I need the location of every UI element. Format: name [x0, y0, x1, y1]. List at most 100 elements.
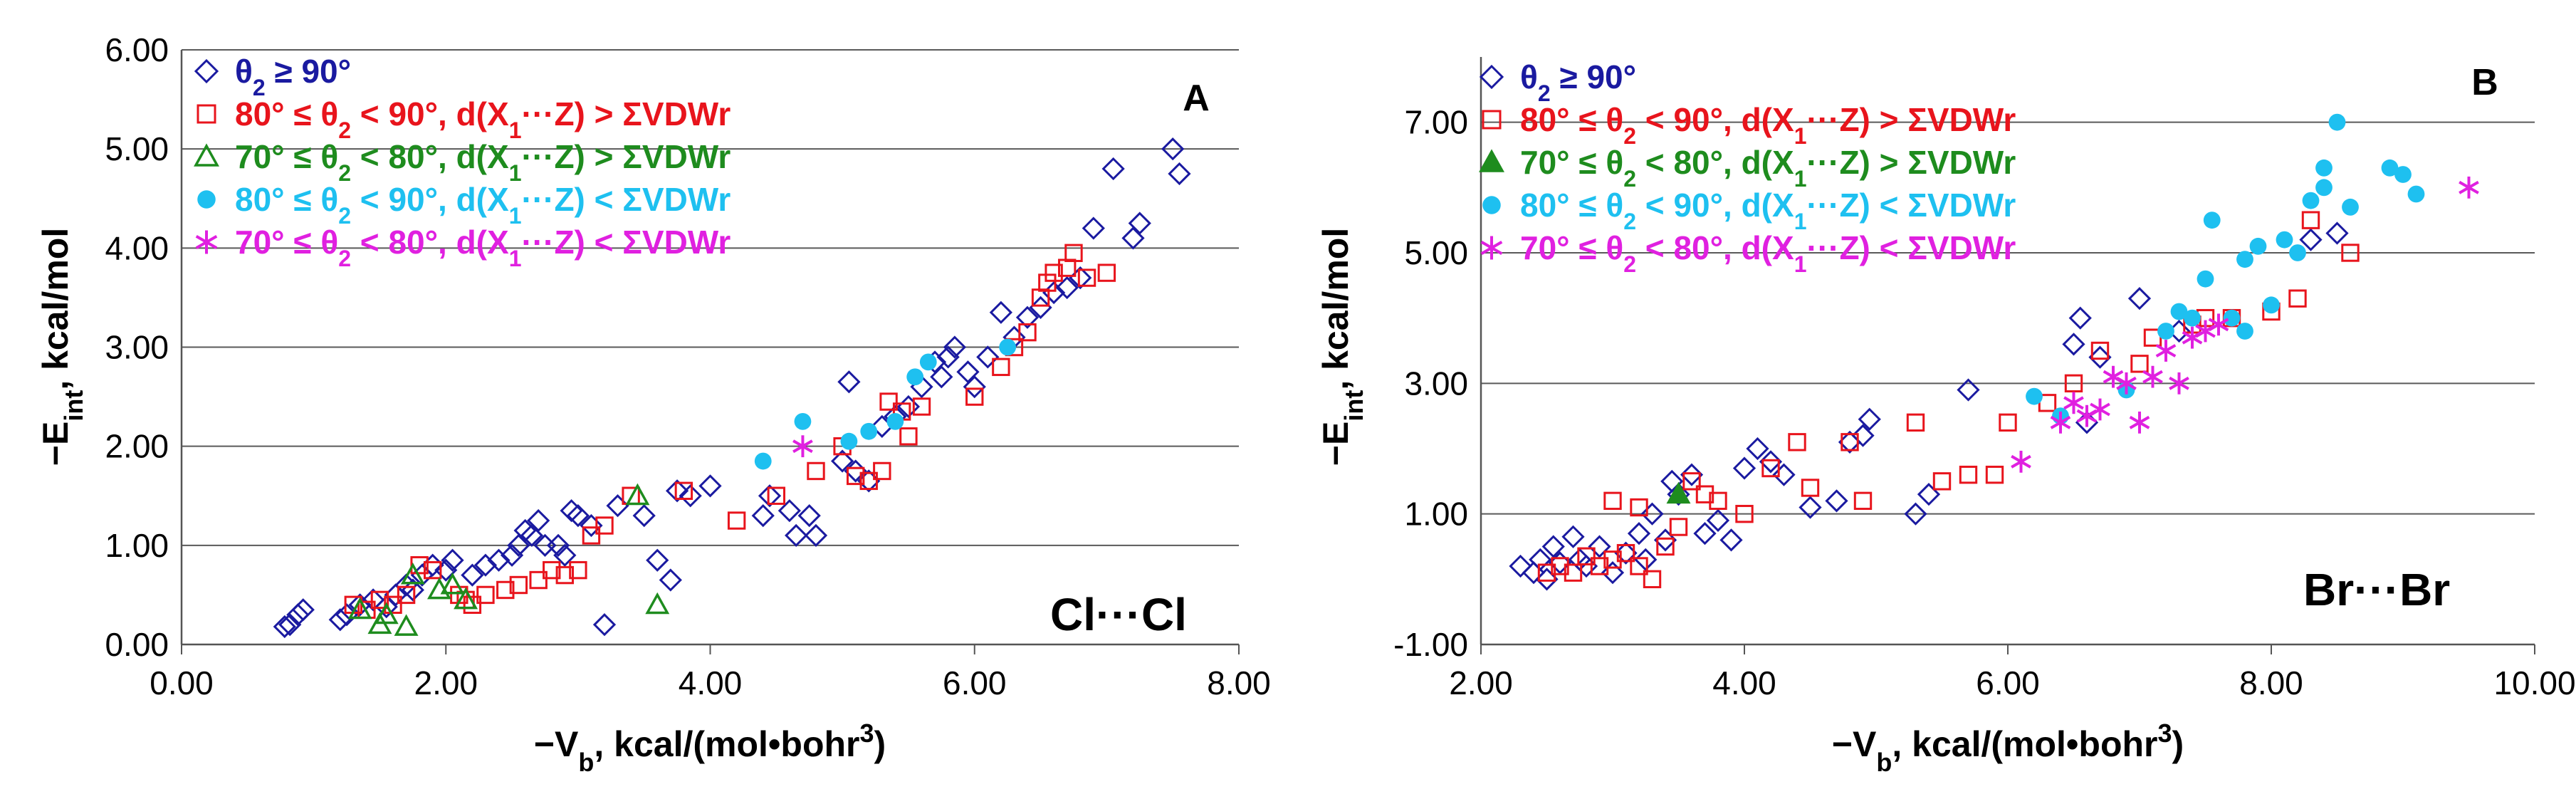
data-point	[698, 474, 722, 498]
data-point	[2236, 323, 2253, 340]
data-point	[1746, 437, 1769, 461]
data-point	[1603, 550, 1622, 569]
x-axis-title-part: −V	[1832, 724, 1877, 764]
data-point	[2341, 244, 2360, 262]
data-point	[1932, 472, 1952, 491]
data-point	[606, 494, 629, 518]
y-tick-label: 1.00	[105, 527, 169, 564]
data-point	[454, 587, 478, 610]
data-point	[2116, 372, 2137, 395]
data-point	[370, 590, 389, 610]
data-point	[777, 499, 801, 523]
legend-label-part: < 80°, d(X	[1636, 229, 1794, 266]
legend-label-part: 2	[1623, 166, 1636, 192]
x-axis-title-part: 3	[860, 719, 874, 748]
asterisk-stroke	[2129, 415, 2150, 429]
pair-annotation: Cl···Cl	[1050, 589, 1187, 640]
data-point	[2249, 237, 2267, 255]
asterisk-stroke	[2011, 454, 2031, 469]
data-point	[1121, 226, 1145, 250]
x-tick-label: 2.00	[1449, 664, 1513, 701]
data-point	[441, 548, 464, 572]
panel-b: -1.00 1.00 3.00 5.00 7.00 2.00 4.00 6.00 8.00 10.…	[1316, 57, 2576, 777]
data-point	[976, 345, 1000, 369]
legend-label-part: 2	[1623, 209, 1636, 234]
series-diamond	[1509, 221, 2349, 591]
data-point	[1548, 551, 1572, 575]
data-point	[397, 585, 416, 605]
data-point	[1627, 522, 1651, 545]
data-point	[1509, 554, 1532, 578]
legend-label-part: 1	[509, 246, 522, 271]
data-point	[2223, 309, 2241, 327]
legend-label-part: 70° ≤ θ	[1520, 144, 1623, 181]
y-tick-label: 6.00	[105, 31, 169, 68]
legend-label-part: ···Z) > ΣVDWr	[1806, 101, 2016, 138]
data-point	[1551, 557, 1569, 575]
data-point	[1561, 525, 1585, 548]
legend-marker	[1479, 64, 1504, 90]
y-tick-label: 5.00	[1404, 234, 1468, 271]
legend-label-part: 70° ≤ θ	[235, 224, 338, 261]
data-point	[440, 572, 465, 595]
data-point	[1588, 535, 1611, 558]
series-asterisk	[2011, 176, 2479, 473]
data-point	[2263, 296, 2280, 314]
data-point	[989, 301, 1012, 324]
y-axis-title: −Eint, kcal/mol	[1316, 228, 1368, 466]
data-point	[2184, 309, 2201, 327]
data-point	[394, 573, 418, 597]
y-axis-title: −Eint, kcal/mol	[36, 228, 88, 466]
data-point	[2170, 303, 2188, 320]
data-point	[2090, 341, 2110, 360]
data-point	[555, 565, 575, 585]
data-point	[1564, 563, 1583, 582]
data-point	[1057, 258, 1077, 277]
data-point	[569, 560, 587, 580]
legend: θ2 ≥ 90°80° ≤ θ2 < 90°, d(X1···Z) > ΣVDW…	[1479, 58, 2016, 277]
data-point	[1603, 491, 1622, 511]
data-point	[963, 375, 986, 399]
data-point	[1064, 244, 1083, 262]
legend-marker	[1479, 149, 1504, 172]
legend-label-part: ···Z) < ΣVDWr	[521, 224, 731, 261]
data-point	[1537, 563, 1556, 582]
x-tick-label: 10.00	[2493, 664, 2575, 701]
data-point	[1906, 413, 1925, 432]
legend-label: 80° ≤ θ2 < 90°, d(X1···Z) < ΣVDWr	[1520, 187, 2016, 234]
data-point	[1695, 485, 1714, 503]
data-point	[1732, 456, 1756, 480]
y-axis-title-part: , kcal/mol	[36, 228, 75, 390]
data-point	[859, 471, 878, 491]
data-point	[1015, 306, 1040, 329]
data-point	[879, 392, 898, 411]
data-point	[1999, 413, 2017, 432]
legend-label-part: ···Z) > ΣVDWr	[521, 138, 731, 175]
data-point	[463, 595, 482, 615]
data-point	[529, 570, 548, 590]
legend-label-part: ···Z) < ΣVDWr	[521, 181, 731, 218]
data-point	[930, 365, 953, 389]
data-point	[2315, 159, 2332, 177]
data-point	[394, 614, 419, 636]
data-point	[1077, 268, 1096, 287]
data-point	[2063, 392, 2084, 414]
legend-label-part: ≥ 90°	[266, 53, 351, 90]
data-point	[1535, 568, 1559, 591]
legend-label: 70° ≤ θ2 < 80°, d(X1···Z) < ΣVDWr	[1520, 229, 2016, 277]
legend-label: 80° ≤ θ2 < 90°, d(X1···Z) > ΣVDWr	[235, 95, 731, 143]
data-point	[1643, 570, 1662, 589]
data-point	[956, 360, 980, 384]
legend-marker	[197, 104, 216, 124]
legend-label: θ2 ≥ 90°	[235, 53, 351, 100]
data-point	[1630, 498, 1648, 517]
data-point	[1799, 496, 1822, 519]
y-axis-title-part: int	[1339, 390, 1368, 422]
legend-label-part: 2	[253, 75, 266, 100]
data-point	[943, 335, 967, 359]
data-point	[476, 585, 495, 605]
asterisk-stroke	[195, 235, 218, 249]
legend-marker	[1482, 196, 1501, 214]
data-point	[2407, 185, 2425, 203]
